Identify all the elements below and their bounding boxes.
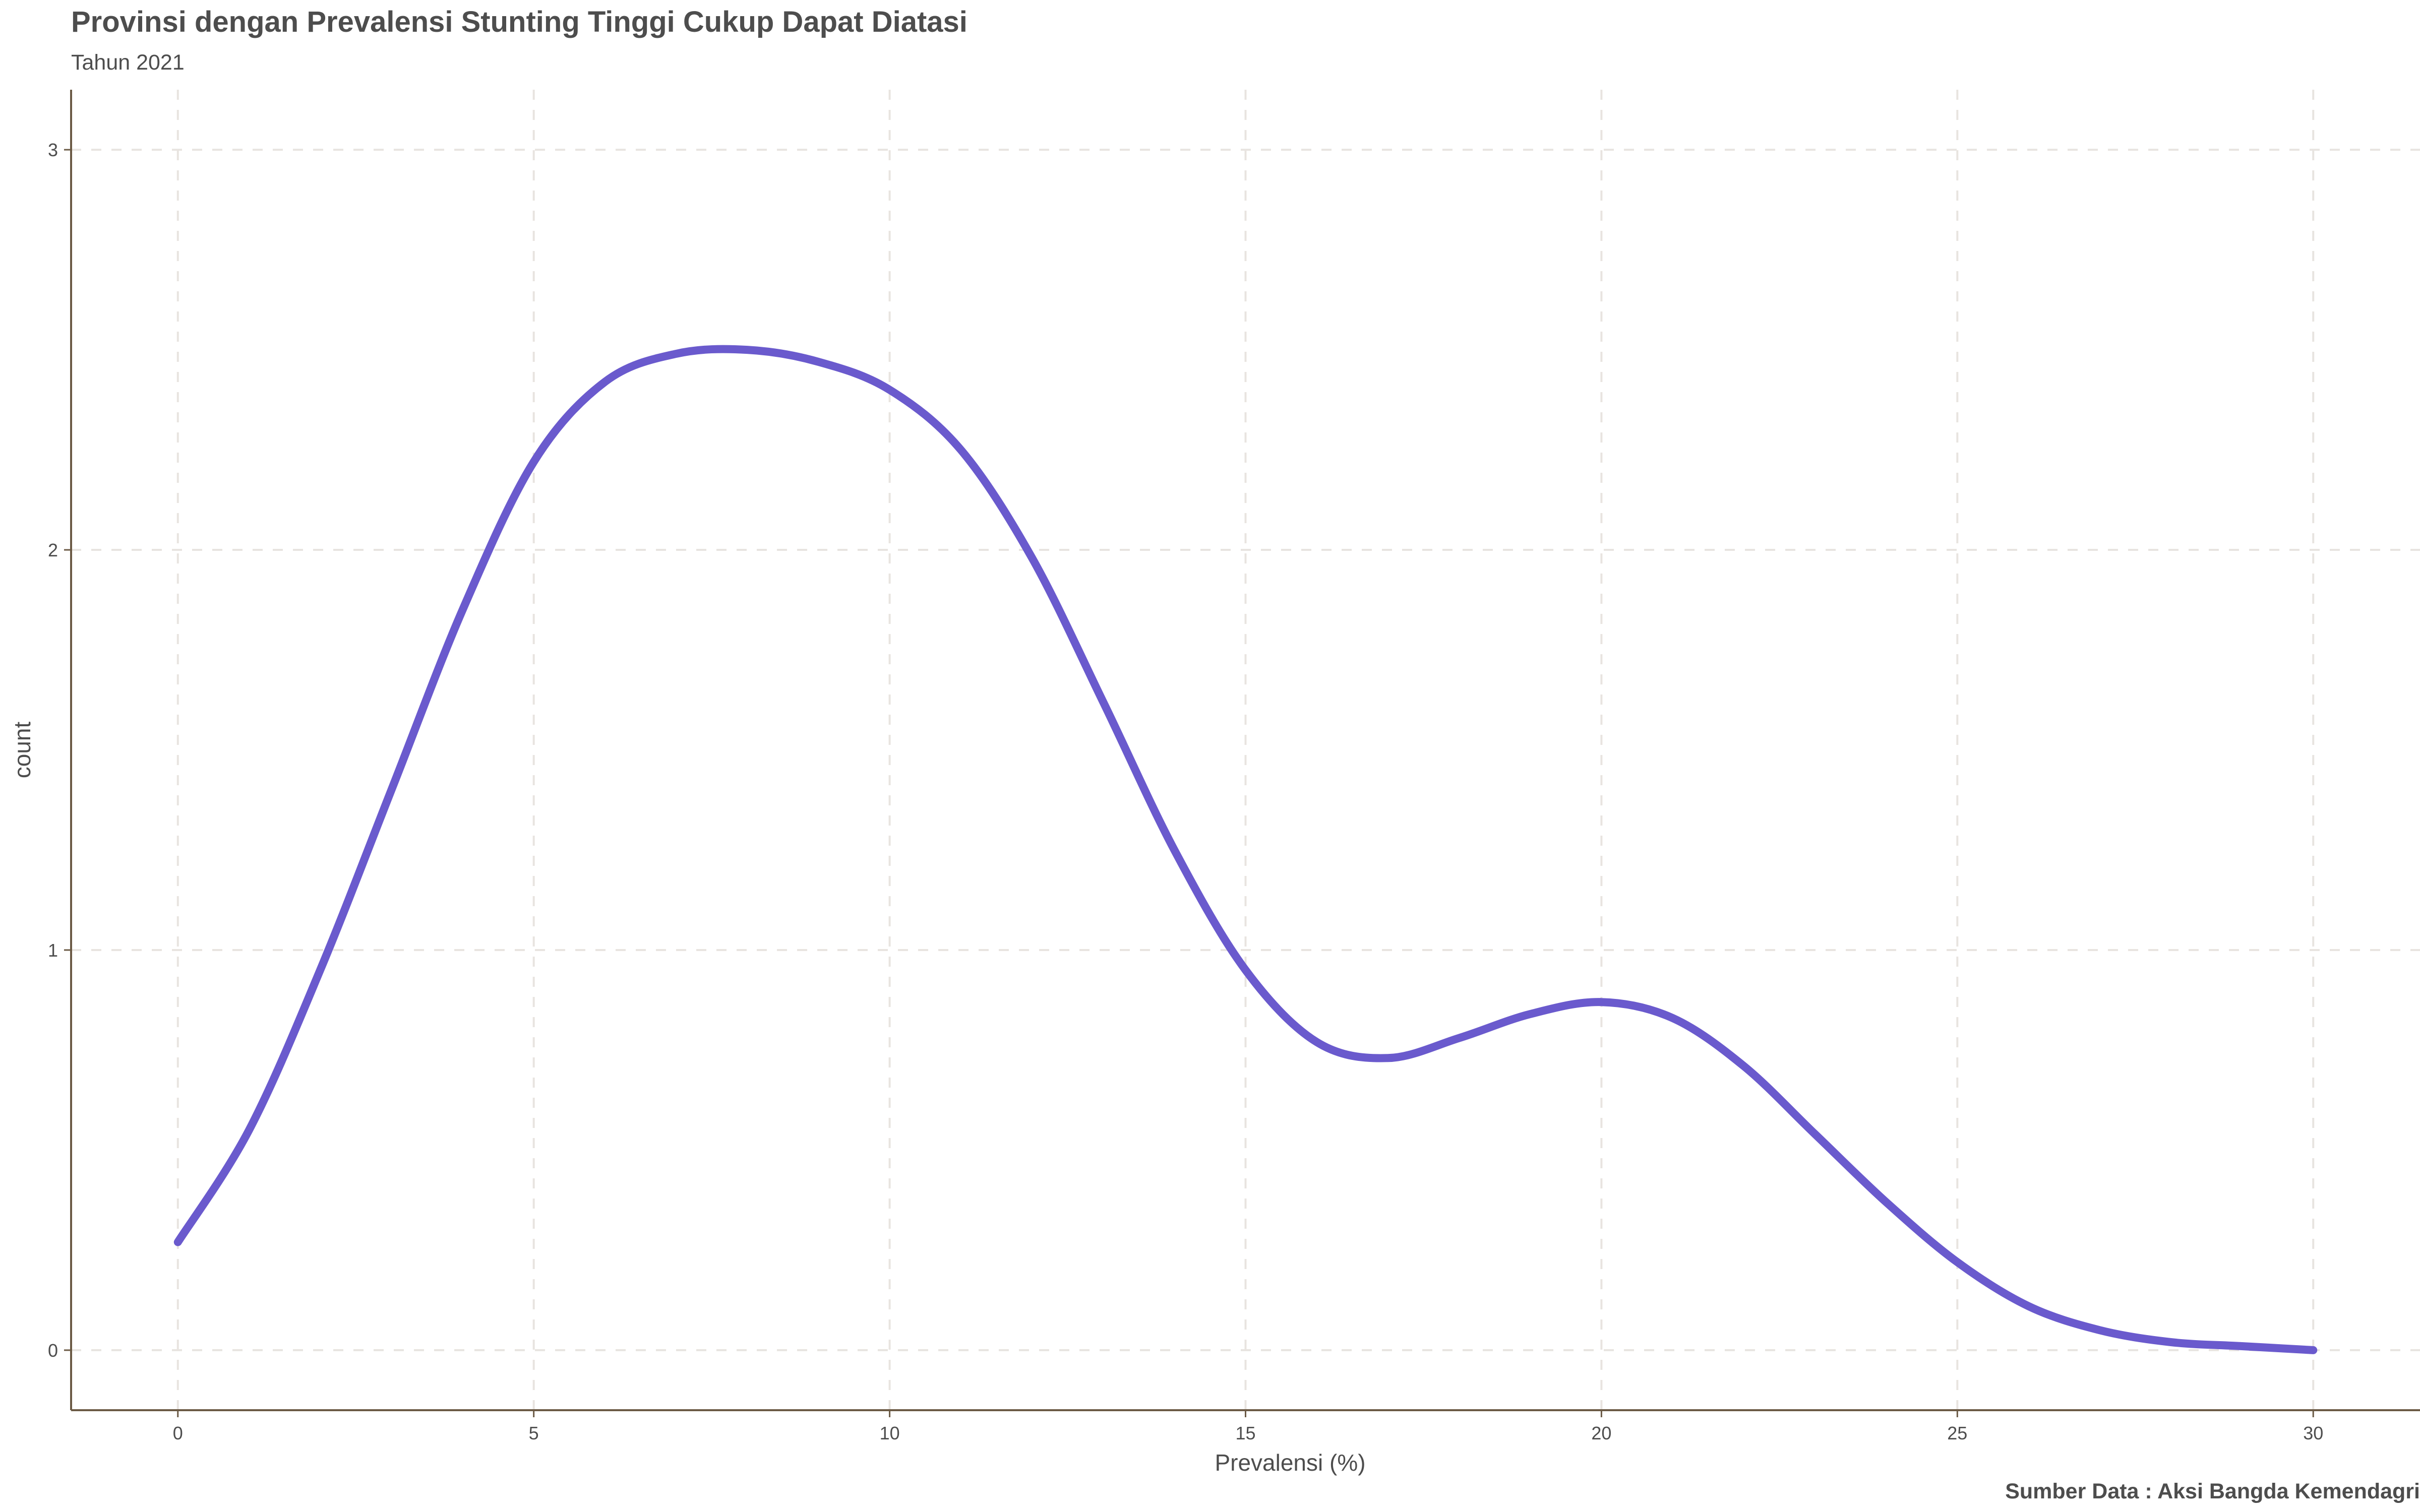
chart-caption: Sumber Data : Aksi Bangda Kemendagri bbox=[2005, 1479, 2420, 1503]
x-tick-label: 25 bbox=[1947, 1423, 1967, 1443]
y-axis-title: count bbox=[9, 722, 35, 779]
y-tick-label: 1 bbox=[48, 940, 58, 961]
x-tick-label: 30 bbox=[2303, 1423, 2323, 1443]
x-tick-label: 0 bbox=[173, 1423, 183, 1443]
axes bbox=[70, 90, 2420, 1411]
x-axis-title: Prevalensi (%) bbox=[1215, 1450, 1365, 1476]
tick-labels: 0 5 10 15 20 25 30 0 1 2 3 bbox=[48, 140, 2323, 1443]
x-tick-label: 5 bbox=[529, 1423, 539, 1443]
y-tick-label: 3 bbox=[48, 140, 58, 160]
x-tick-label: 15 bbox=[1235, 1423, 1255, 1443]
x-tick-label: 10 bbox=[880, 1423, 900, 1443]
series-line bbox=[173, 345, 2318, 1354]
chart-title: Provinsi dengan Prevalensi Stunting Ting… bbox=[71, 6, 967, 38]
chart-subtitle: Tahun 2021 bbox=[71, 50, 185, 75]
y-tick-label: 2 bbox=[48, 540, 58, 560]
y-tick-label: 0 bbox=[48, 1340, 58, 1361]
x-tick-label: 20 bbox=[1591, 1423, 1611, 1443]
grid-lines bbox=[71, 90, 2420, 1410]
